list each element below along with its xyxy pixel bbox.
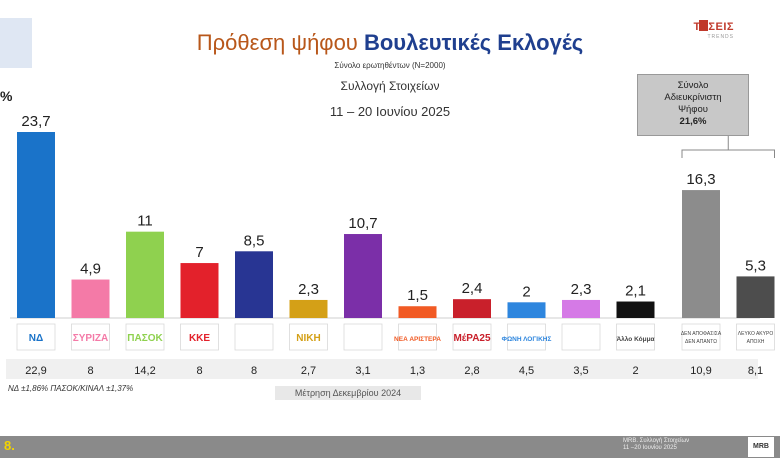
previous-measurement-label: Μέτρηση Δεκεμβρίου 2024 xyxy=(275,386,421,400)
bar-11 xyxy=(562,299,600,318)
party-logo-text-13b: ΔΕΝ ΑΠΑΝΤΩ xyxy=(685,339,717,345)
bar-10 xyxy=(507,302,546,318)
party-logo-14 xyxy=(736,323,775,351)
previous-value-11: 3,5 xyxy=(573,365,588,377)
brand-logo-mark xyxy=(699,20,708,31)
party-logo-text-4: ΚΚΕ xyxy=(189,333,210,344)
previous-value-2: 8 xyxy=(87,365,93,377)
previous-value-10: 4,5 xyxy=(519,365,534,377)
party-logo-text-12: Άλλο Κόμμα xyxy=(616,335,654,343)
party-logo-text-6: ΝΙΚΗ xyxy=(296,333,320,344)
page-number: 8. xyxy=(4,438,15,453)
value-label-8: 1,5 xyxy=(407,287,428,304)
title-part-2: Βουλευτικές Εκλογές xyxy=(363,30,584,55)
undecided-line2: Αδιευκρίνιστη xyxy=(664,92,722,103)
party-logo-text-13a: ΔΕΝ ΑΠΟΦΑΣΙΣΑ xyxy=(681,331,722,337)
previous-values-strip xyxy=(6,359,758,379)
bar-2 xyxy=(71,279,110,318)
previous-value-3: 14,2 xyxy=(134,365,155,377)
value-label-13: 16,3 xyxy=(686,171,715,188)
previous-value-13: 10,9 xyxy=(690,365,711,377)
party-logo-6 xyxy=(289,323,328,351)
party-logo-11 xyxy=(561,323,601,351)
bar-3 xyxy=(126,231,164,318)
footer-note-line2: 11 –20 Ιουνίου 2025 xyxy=(623,445,677,451)
value-label-14: 5,3 xyxy=(745,257,766,274)
value-label-3: 11 xyxy=(137,213,153,230)
bar-4 xyxy=(180,263,219,318)
party-logo-text-14b: ΑΠΟΧΗ xyxy=(747,339,765,345)
title-part-1: Πρόθεση ψήφου xyxy=(196,30,358,55)
method-label: Συλλογή Στοιχείων xyxy=(340,79,440,93)
bar-1 xyxy=(17,132,55,318)
undecided-bracket xyxy=(681,149,775,158)
chart-title: Πρόθεση ψήφου Βουλευτικές Εκλογές xyxy=(0,30,780,56)
value-label-5: 8,5 xyxy=(244,232,265,249)
party-logo-4 xyxy=(180,323,219,351)
previous-value-5: 8 xyxy=(251,365,257,377)
party-logo-text-1: ΝΔ xyxy=(29,333,43,344)
bar-12 xyxy=(616,301,655,318)
previous-value-4: 8 xyxy=(196,365,202,377)
party-logo-10 xyxy=(507,323,546,351)
percent-sign: % xyxy=(0,88,13,104)
footer-logo: MRB xyxy=(748,437,774,457)
previous-value-8: 1,3 xyxy=(410,365,425,377)
party-logo-9 xyxy=(452,323,492,351)
bar-14 xyxy=(736,276,775,318)
bar-5 xyxy=(235,251,273,318)
value-label-7: 10,7 xyxy=(348,215,377,232)
party-logo-text-14a: ΛΕΥΚΟ ΑΚΥΡΟ xyxy=(738,331,774,337)
footer-note-line1: MRB. Συλλογή Στοιχείων xyxy=(623,438,690,444)
brand-subtitle: TRENDS xyxy=(707,34,734,40)
footer-note: MRB. Συλλογή Στοιχείων 11 –20 Ιουνίου 20… xyxy=(623,438,689,452)
value-label-12: 2,1 xyxy=(625,283,646,300)
value-label-1: 23,7 xyxy=(21,113,50,130)
margin-of-error-note: ΝΔ ±1,86% ΠΑΣΟΚ/ΚΙΝΑΛ ±1,37% xyxy=(8,384,134,393)
undecided-line1: Σύνολο xyxy=(677,80,709,91)
undecided-total-box: Σύνολο Αδιευκρίνιστη Ψήφου 21,6% xyxy=(637,74,749,136)
bar-9 xyxy=(453,299,491,318)
party-logo-text-2: ΣΥΡΙΖΑ xyxy=(73,333,108,344)
previous-value-12: 2 xyxy=(632,365,638,377)
value-label-9: 2,4 xyxy=(462,280,483,297)
previous-value-6: 2,7 xyxy=(301,365,316,377)
party-logo-text-9: ΜέΡΑ25 xyxy=(453,333,491,344)
survey-dates: 11 – 20 Ιουνίου 2025 xyxy=(329,104,451,119)
party-logo-5 xyxy=(234,323,274,351)
party-logo-8 xyxy=(398,323,437,351)
chart-subtitle: Σύνολο ερωτηθέντων (N=2000) xyxy=(334,61,446,70)
previous-value-14: 8,1 xyxy=(748,365,763,377)
bar-13 xyxy=(682,190,720,318)
party-logo-1 xyxy=(16,323,56,351)
brand-name: ΤΑΣΕΙΣ xyxy=(693,21,734,33)
party-logo-text-3: ΠΑΣΟΚ xyxy=(127,333,163,344)
bar-8 xyxy=(398,306,437,318)
party-logo-3 xyxy=(125,323,165,351)
value-label-11: 2,3 xyxy=(571,281,592,298)
previous-value-1: 22,9 xyxy=(25,365,46,377)
undecided-value: 21,6% xyxy=(679,116,707,127)
footer-bar xyxy=(0,436,780,458)
previous-value-7: 3,1 xyxy=(355,365,370,377)
party-logo-13 xyxy=(681,323,721,351)
previous-value-9: 2,8 xyxy=(464,365,479,377)
value-label-6: 2,3 xyxy=(298,281,319,298)
bar-7 xyxy=(344,234,382,318)
value-label-4: 7 xyxy=(195,244,203,261)
value-label-10: 2 xyxy=(522,283,530,300)
value-label-2: 4,9 xyxy=(80,261,101,278)
party-logo-text-10: ΦΩΝΗ ΛΟΓΙΚΗΣ xyxy=(502,336,552,343)
party-logo-7 xyxy=(343,323,383,351)
party-logo-text-8: ΝΕΑ ΑΡΙΣΤΕΡΑ xyxy=(394,336,441,343)
undecided-line3: Ψήφου xyxy=(678,104,708,115)
party-logo-2 xyxy=(71,323,110,351)
party-logo-12 xyxy=(616,323,655,351)
greece-map-logo xyxy=(0,18,32,68)
bar-6 xyxy=(289,299,328,318)
